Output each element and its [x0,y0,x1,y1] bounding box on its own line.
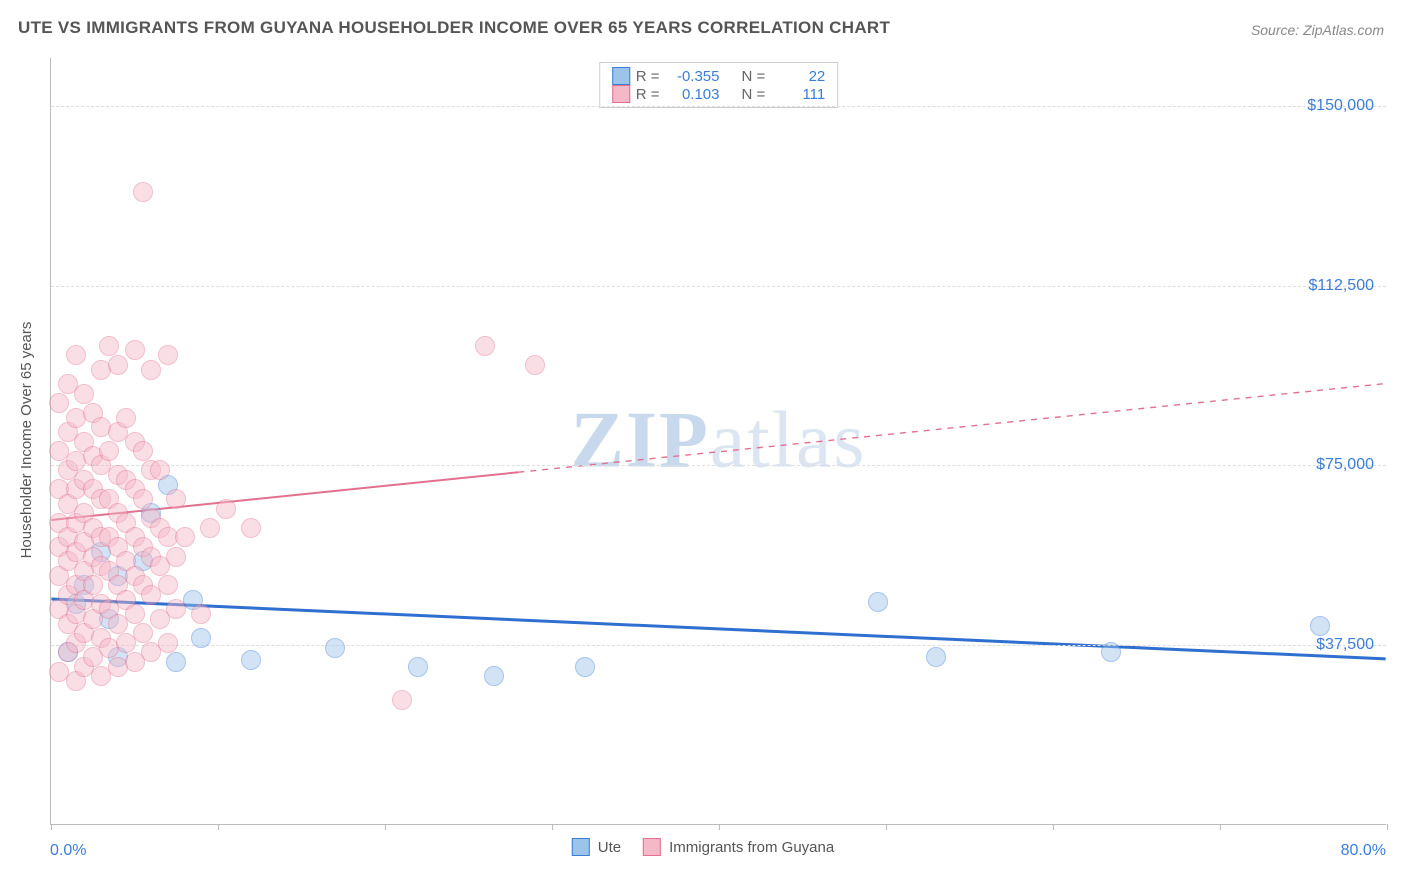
n-label: N = [742,86,766,103]
legend-swatch-ute [572,838,590,856]
source-attribution: Source: ZipAtlas.com [1251,22,1384,38]
legend-row-guyana: R = 0.103 N = 111 [612,85,826,103]
scatter-point [125,340,145,360]
r-value-ute: -0.355 [666,68,720,85]
scatter-point [1101,642,1121,662]
scatter-point [200,518,220,538]
scatter-point [158,345,178,365]
legend-swatch-guyana [612,85,630,103]
trend-line-dashed [518,384,1385,473]
x-axis-min-label: 0.0% [50,842,86,860]
scatter-point [150,460,170,480]
scatter-point [325,638,345,658]
scatter-point [191,628,211,648]
legend-swatch-guyana [643,838,661,856]
legend-label-ute: Ute [598,839,621,856]
scatter-point [166,652,186,672]
x-tick [1387,824,1388,830]
scatter-point [1310,616,1330,636]
scatter-point [175,527,195,547]
y-axis-title: Householder Income Over 65 years [18,322,35,559]
scatter-point [926,647,946,667]
scatter-point [133,182,153,202]
scatter-point [108,355,128,375]
scatter-point [166,547,186,567]
scatter-point [133,623,153,643]
scatter-point [158,633,178,653]
scatter-point [408,657,428,677]
scatter-point [575,657,595,677]
y-tick-label: $150,000 [1307,97,1374,115]
watermark-atlas: atlas [710,397,867,485]
gridline [51,106,1386,107]
scatter-point [133,441,153,461]
y-tick-label: $37,500 [1316,636,1374,654]
scatter-point [125,604,145,624]
n-label: N = [742,68,766,85]
gridline [51,645,1386,646]
x-tick [719,824,720,830]
x-tick [51,824,52,830]
y-tick-label: $75,000 [1316,456,1374,474]
x-tick [886,824,887,830]
gridline [51,286,1386,287]
scatter-point [116,408,136,428]
legend-item-ute: Ute [572,838,621,856]
correlation-legend: R = -0.355 N = 22 R = 0.103 N = 111 [599,62,839,108]
trend-lines [51,58,1386,824]
scatter-point [868,592,888,612]
r-label: R = [636,68,660,85]
scatter-point [216,499,236,519]
scatter-point [133,489,153,509]
gridline [51,465,1386,466]
scatter-point [392,690,412,710]
watermark: ZIPatlas [571,396,867,487]
scatter-point [241,518,261,538]
r-value-guyana: 0.103 [666,86,720,103]
legend-row-ute: R = -0.355 N = 22 [612,67,826,85]
chart-plot-area: ZIPatlas R = -0.355 N = 22 R = 0.103 N =… [50,58,1386,825]
legend-item-guyana: Immigrants from Guyana [643,838,834,856]
r-label: R = [636,86,660,103]
x-tick [218,824,219,830]
scatter-point [166,489,186,509]
legend-swatch-ute [612,67,630,85]
legend-label-guyana: Immigrants from Guyana [669,839,834,856]
scatter-point [525,355,545,375]
x-tick [1053,824,1054,830]
scatter-point [66,345,86,365]
scatter-point [475,336,495,356]
x-tick [1220,824,1221,830]
scatter-point [484,666,504,686]
x-tick [385,824,386,830]
scatter-point [74,384,94,404]
chart-title: UTE VS IMMIGRANTS FROM GUYANA HOUSEHOLDE… [18,18,890,38]
scatter-point [83,575,103,595]
scatter-point [99,336,119,356]
scatter-point [166,599,186,619]
scatter-point [241,650,261,670]
x-axis-max-label: 80.0% [1341,842,1386,860]
x-tick [552,824,553,830]
y-tick-label: $112,500 [1308,277,1374,295]
scatter-point [141,360,161,380]
series-legend: Ute Immigrants from Guyana [572,838,834,856]
n-value-ute: 22 [771,68,825,85]
scatter-point [99,441,119,461]
scatter-point [191,604,211,624]
watermark-zip: ZIP [571,397,710,485]
n-value-guyana: 111 [771,86,825,103]
scatter-point [158,575,178,595]
scatter-point [49,393,69,413]
